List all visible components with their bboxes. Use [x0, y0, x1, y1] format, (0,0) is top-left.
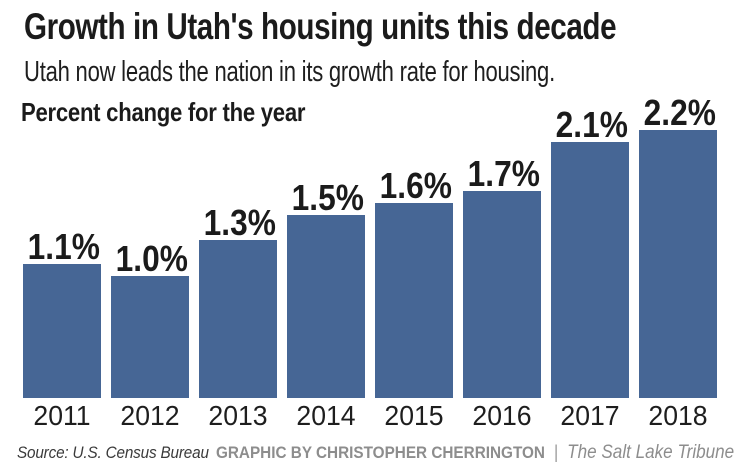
bar-2018 [639, 130, 717, 398]
bar-2016 [463, 191, 541, 398]
bar-column: 1.5% [287, 177, 365, 398]
bar-value-label: 2.2% [643, 92, 716, 133]
bar-value-label: 1.5% [291, 177, 364, 218]
bar-value-label: 1.1% [27, 226, 100, 267]
bar-column: 1.7% [463, 153, 541, 398]
bar-chart-plot-area: 1.1% 1.0% 1.3% 1.5% 1.6% 1.7% 2.1% 2.2% [23, 92, 717, 398]
x-axis-tick-label: 2016 [472, 400, 532, 431]
source-attribution: Source: U.S. Census Bureau [17, 443, 209, 462]
bar-column: 2.1% [551, 104, 629, 398]
bar-2014 [287, 215, 365, 398]
bar-2017 [551, 142, 629, 398]
x-axis-tick-label: 2018 [648, 400, 708, 431]
bar-value-label: 2.1% [555, 104, 628, 145]
bar-column: 1.6% [375, 165, 453, 398]
bar-value-label: 1.3% [203, 202, 276, 243]
bar-column: 1.0% [111, 238, 189, 398]
bar-value-label: 1.0% [115, 238, 188, 279]
bar-column: 1.3% [199, 202, 277, 398]
bar-value-label: 1.6% [379, 165, 452, 206]
bar-2013 [199, 240, 277, 398]
bar-value-label: 1.7% [467, 153, 540, 194]
bar-2012 [111, 276, 189, 398]
bar-column: 2.2% [639, 92, 717, 398]
x-axis-tick-row: 2011 2012 2013 2014 2015 2016 2017 2018 [23, 400, 717, 432]
x-axis-tick-label: 2014 [296, 400, 356, 431]
x-axis-tick-label: 2013 [208, 400, 268, 431]
x-axis-tick-label: 2015 [384, 400, 444, 431]
x-axis-tick-label: 2017 [560, 400, 620, 431]
bar-2015 [375, 203, 453, 398]
bar-column: 1.1% [23, 226, 101, 398]
chart-headline: Growth in Utah's housing units this deca… [24, 6, 617, 47]
publication-name: The Salt Lake Tribune [567, 442, 735, 463]
credit-line: Source: U.S. Census Bureau GRAPHIC BY CH… [17, 442, 734, 464]
credit-separator: | [553, 442, 559, 462]
graphic-credit: GRAPHIC BY CHRISTOPHER CHERRINGTON [215, 443, 545, 462]
bar-2011 [23, 264, 101, 398]
x-axis-tick-label: 2012 [120, 400, 180, 431]
chart-subtitle: Utah now leads the nation in its growth … [24, 56, 555, 88]
x-axis-tick-label: 2011 [33, 400, 91, 431]
chart-axis-caption: Percent change for the year [21, 97, 306, 127]
